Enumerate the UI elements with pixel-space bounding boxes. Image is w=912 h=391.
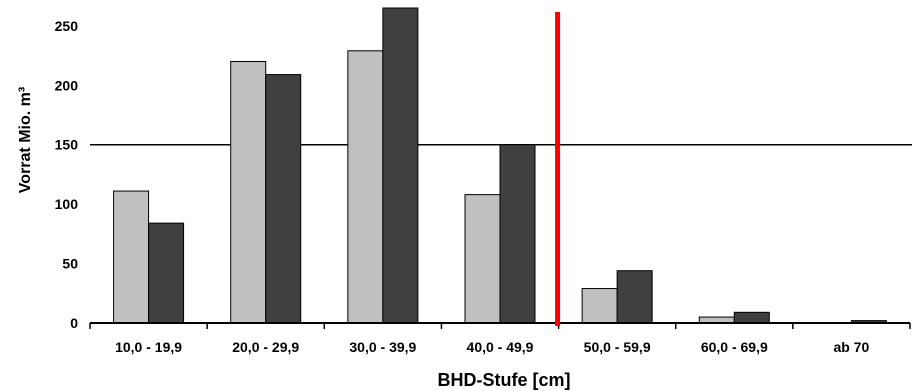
x-tick-label: 10,0 - 19,9 <box>115 339 182 355</box>
bar-series-2-6 <box>733 311 770 324</box>
bar-series-2-5 <box>616 270 653 324</box>
axis-layer <box>89 322 911 329</box>
y-tick-label: 150 <box>55 137 79 153</box>
x-tick-labels: 10,0 - 19,9 20,0 - 29,9 30,0 - 39,9 40,0 - … <box>115 339 869 355</box>
x-tick-label: ab 70 <box>834 339 870 355</box>
bar-series-1-2 <box>230 60 267 324</box>
y-tick-label: 0 <box>70 315 78 331</box>
bar-series-1-5 <box>581 288 618 324</box>
x-tick-label: 20,0 - 29,9 <box>232 339 299 355</box>
y-axis-title: Vorrat Mio. m³ <box>17 87 34 193</box>
bar-series-1-3 <box>347 50 384 324</box>
x-axis-title: BHD-Stufe [cm] <box>438 370 571 390</box>
bars-layer <box>113 7 887 324</box>
y-tick-label: 200 <box>55 77 79 93</box>
x-tick-label: 40,0 - 49,9 <box>467 339 534 355</box>
bar-series-2-3 <box>382 7 419 324</box>
x-tick-label: 60,0 - 69,9 <box>701 339 768 355</box>
y-tick-label: 100 <box>55 196 79 212</box>
bar-series-2-2 <box>265 74 302 324</box>
y-tick-label: 250 <box>55 18 79 34</box>
bar-series-1-1 <box>113 190 150 324</box>
bar-series-2-4 <box>499 144 536 324</box>
x-tick-label: 50,0 - 59,9 <box>584 339 651 355</box>
bar-series-2-1 <box>148 222 185 324</box>
y-tick-labels: 0 50 100 150 200 250 <box>55 18 79 331</box>
bar-series-1-4 <box>464 194 501 324</box>
x-tick-label: 30,0 - 39,9 <box>349 339 416 355</box>
y-tick-label: 50 <box>62 256 78 272</box>
